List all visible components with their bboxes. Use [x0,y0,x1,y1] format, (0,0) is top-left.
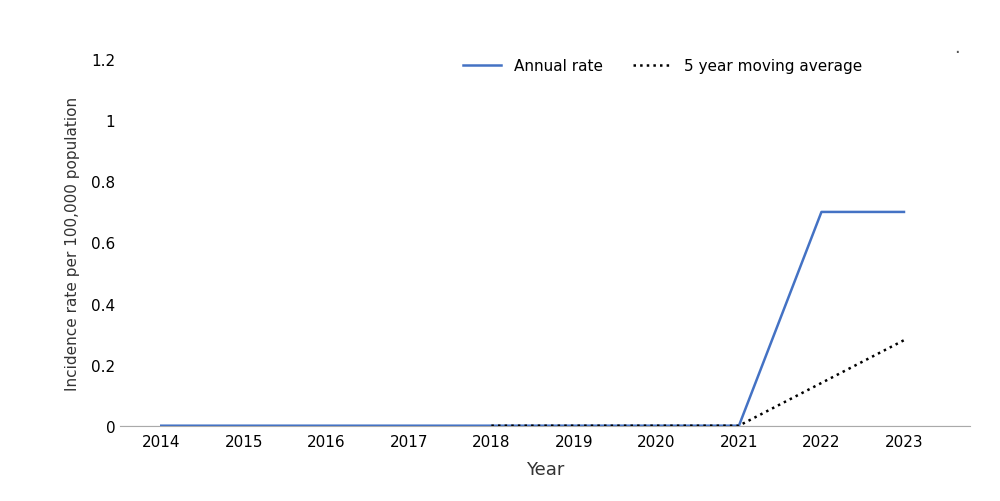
Annual rate [485,423,497,429]
5 year moving average [568,423,580,429]
Annual rate [568,423,580,429]
Line: Annual rate: Annual rate [161,212,904,426]
Annual rate [733,423,745,429]
5 year moving average [898,338,910,344]
Annual rate [403,423,415,429]
Annual rate [320,423,332,429]
X-axis label: Year: Year [526,460,564,478]
Y-axis label: Incidence rate per 100,000 population: Incidence rate per 100,000 population [65,96,80,390]
Annual rate [815,209,827,215]
Line: 5 year moving average: 5 year moving average [491,341,904,426]
5 year moving average [815,380,827,386]
Legend: Annual rate, 5 year moving average: Annual rate, 5 year moving average [457,53,868,80]
5 year moving average [650,423,662,429]
Annual rate [650,423,662,429]
Annual rate [898,209,910,215]
Text: .: . [954,39,960,57]
Annual rate [155,423,167,429]
Annual rate [238,423,250,429]
5 year moving average [485,423,497,429]
5 year moving average [733,423,745,429]
